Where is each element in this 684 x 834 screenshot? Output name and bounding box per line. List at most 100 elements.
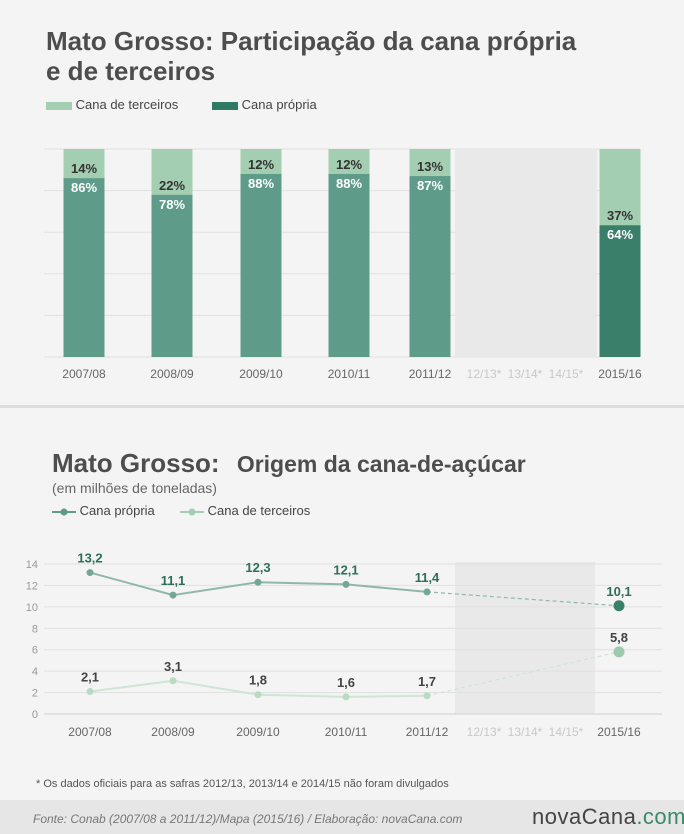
data-label-own: 11,4 xyxy=(415,570,440,585)
data-label-own: 10,1 xyxy=(606,584,631,599)
series-point-own xyxy=(169,591,177,599)
chart2-subtitle: (em milhões de toneladas) xyxy=(52,480,217,496)
data-label-own: 13,2 xyxy=(77,551,102,566)
label-third-party: 14% xyxy=(71,161,97,176)
legend-label-third-party: Cana de terceiros xyxy=(75,97,179,112)
data-label-third-party: 1,8 xyxy=(249,673,267,688)
data-label-own: 11,1 xyxy=(161,573,186,588)
y-tick-label: 12 xyxy=(26,580,38,592)
x-tick-label: 14/15* xyxy=(549,725,584,739)
legend-item-third-party: Cana de terceiros xyxy=(46,97,178,112)
bar-own xyxy=(240,173,282,357)
chart1-title-line1: Mato Grosso: Participação da cana própri… xyxy=(46,26,577,56)
x-tick-label: 12/13* xyxy=(467,367,502,381)
y-tick-label: 0 xyxy=(32,709,38,721)
bar-own xyxy=(409,176,451,357)
legend-label-own-line: Cana própria xyxy=(79,503,155,518)
chart2-plot: 0 2 4 6 8 10 12 14 2007/08 2008/09 2009/10 2010/11 2… xyxy=(26,551,662,739)
x-tick-label: 2008/09 xyxy=(150,367,194,381)
label-third-party: 37% xyxy=(607,208,633,223)
bar-third-party xyxy=(240,149,282,174)
missing-data-shade xyxy=(455,149,597,357)
label-own: 87% xyxy=(417,178,443,193)
series-point-own xyxy=(86,569,94,577)
legend-label-own: Cana própria xyxy=(241,97,317,112)
data-label-own: 12,3 xyxy=(245,560,270,575)
x-tick-label: 13/14* xyxy=(508,725,543,739)
series-point-third-party xyxy=(342,693,350,701)
label-third-party: 12% xyxy=(248,157,274,172)
data-label-third-party: 2,1 xyxy=(81,670,99,685)
series-point-third-party xyxy=(254,691,262,699)
bar-own xyxy=(599,225,641,357)
x-tick-label: 2007/08 xyxy=(62,367,106,381)
brand-domain: .com xyxy=(636,804,684,829)
legend-swatch-own xyxy=(212,101,238,110)
series-point-third-party xyxy=(86,688,94,695)
bar-third-party xyxy=(151,149,193,195)
legend-item-own-line: Cana própria xyxy=(52,503,155,518)
x-tick-label: 2009/10 xyxy=(239,367,283,381)
x-tick-label: 13/14* xyxy=(508,367,543,381)
y-tick-label: 10 xyxy=(26,602,38,614)
bar-third-party xyxy=(328,149,370,174)
x-tick-label: 12/13* xyxy=(467,725,502,739)
legend-label-third-line: Cana de terceiros xyxy=(207,503,311,518)
data-label-third-party: 1,6 xyxy=(337,675,355,690)
bar-third-party xyxy=(599,149,641,226)
y-tick-label: 6 xyxy=(32,645,38,657)
data-label-own: 12,1 xyxy=(333,562,358,577)
x-tick-label: 2009/10 xyxy=(236,725,280,739)
bar-own xyxy=(151,194,193,357)
legend-swatch-third-party xyxy=(46,101,72,110)
label-third-party: 22% xyxy=(159,178,185,193)
data-label-third-party: 1,7 xyxy=(418,674,436,689)
bar-third-party xyxy=(409,149,451,177)
x-tick-label: 2015/16 xyxy=(598,367,642,381)
chart2-title-bold: Mato Grosso: xyxy=(52,448,220,478)
x-tick-label: 2007/08 xyxy=(68,725,112,739)
x-tick-label: 2010/11 xyxy=(328,367,371,381)
brand-logo: novaCana.com xyxy=(532,804,684,830)
bar-third-party xyxy=(63,149,105,179)
chart1-plot: 2007/08 14% 86% 2008/09 22% 78% 2009/10 12% 88% 2… xyxy=(44,148,642,381)
chart1-title: Mato Grosso: Participação da cana própri… xyxy=(46,26,576,86)
label-third-party: 13% xyxy=(417,159,443,174)
chart1-title-line2: e de terceiros xyxy=(46,56,216,86)
series-projection-third-party xyxy=(426,651,620,697)
series-point-third-party xyxy=(169,677,177,685)
chart2-panel: Mato Grosso: Origem da cana-de-açúcar (e… xyxy=(0,408,684,834)
legend-line-own xyxy=(52,508,76,516)
bar-own xyxy=(328,173,370,357)
legend-item-own: Cana própria xyxy=(212,97,317,112)
bar-own xyxy=(63,178,105,357)
x-tick-label: 2008/09 xyxy=(151,725,195,739)
x-tick-label: 2010/11 xyxy=(325,725,368,739)
label-own: 88% xyxy=(336,176,362,191)
missing-data-shade xyxy=(455,562,595,714)
label-own: 78% xyxy=(159,197,185,212)
legend-item-third-line: Cana de terceiros xyxy=(180,503,310,518)
y-tick-label: 8 xyxy=(32,623,38,635)
section-divider xyxy=(0,405,684,408)
label-own: 88% xyxy=(248,176,274,191)
y-tick-label: 4 xyxy=(32,666,38,678)
series-point-own xyxy=(423,588,431,596)
data-label-third-party: 5,8 xyxy=(610,630,628,645)
series-point-third-party xyxy=(613,646,625,658)
brand-name: novaCana xyxy=(532,804,637,829)
x-tick-label: 2011/12 xyxy=(409,367,452,381)
x-tick-label: 2011/12 xyxy=(406,725,449,739)
x-tick-label: 2015/16 xyxy=(597,725,641,739)
chart1-panel: Mato Grosso: Participação da cana própri… xyxy=(0,0,684,405)
series-point-own xyxy=(254,578,262,586)
label-own: 64% xyxy=(607,227,633,242)
footer-bar xyxy=(0,800,684,834)
label-own: 86% xyxy=(71,180,97,195)
chart2-title-rest: Origem da cana-de-açúcar xyxy=(236,451,526,477)
footnote: * Os dados oficiais para as safras 2012/… xyxy=(36,778,449,790)
series-point-third-party xyxy=(423,692,431,700)
legend-line-third xyxy=(180,508,204,516)
label-third-party: 12% xyxy=(336,157,362,172)
y-tick-label: 14 xyxy=(26,559,38,571)
